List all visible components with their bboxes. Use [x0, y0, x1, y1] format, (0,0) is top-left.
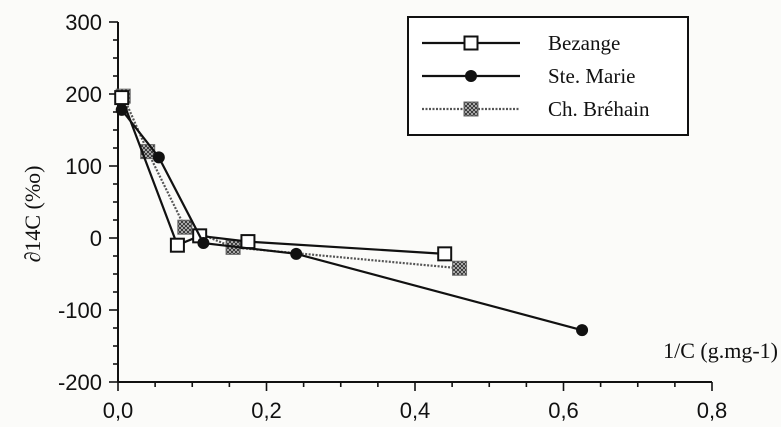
y-tick-label: 200: [65, 82, 102, 107]
series-ste-marie: [115, 103, 589, 337]
x-tick-label: 0,4: [400, 398, 431, 423]
legend-label: Bezange: [548, 31, 620, 55]
legend-entry: Bezange: [422, 31, 620, 55]
y-tick-label: -200: [58, 370, 102, 395]
y-axis-title: ∂14C (%o): [20, 165, 45, 262]
data-point: [290, 247, 303, 260]
data-point: [437, 246, 453, 262]
x-tick-label: 0,2: [251, 398, 282, 423]
x-axis-title: 1/C (g.mg-1): [663, 338, 778, 363]
legend: Bezange Ste. Marie Ch. Bréhain: [407, 16, 689, 136]
series-line: [120, 97, 445, 255]
legend-label: Ste. Marie: [548, 64, 635, 88]
y-tick-label: 100: [65, 154, 102, 179]
data-point: [115, 103, 128, 116]
y-tick-label: 300: [65, 10, 102, 35]
data-point: [240, 234, 256, 250]
legend-label: Ch. Bréhain: [548, 97, 650, 121]
y-tick-label: 0: [90, 226, 102, 251]
y-tick-label: -100: [58, 298, 102, 323]
x-tick-label: 0,0: [103, 398, 134, 423]
series-bezange: [114, 90, 453, 262]
data-point: [177, 219, 193, 235]
data-point: [197, 237, 210, 250]
legend-entry: Ste. Marie: [422, 64, 635, 88]
legend-marker: [463, 101, 479, 117]
data-point: [169, 237, 185, 253]
x-tick-label: 0,8: [697, 398, 728, 423]
legend-marker: [465, 70, 477, 82]
series-line: [120, 109, 583, 332]
x-tick-label: 0,6: [548, 398, 579, 423]
data-point: [114, 90, 130, 106]
data-point: [452, 260, 468, 276]
data-point: [576, 324, 589, 337]
legend-marker: [463, 35, 479, 51]
series-layer: [114, 88, 589, 337]
legend-entry: Ch. Bréhain: [422, 97, 650, 121]
data-point: [152, 151, 165, 164]
